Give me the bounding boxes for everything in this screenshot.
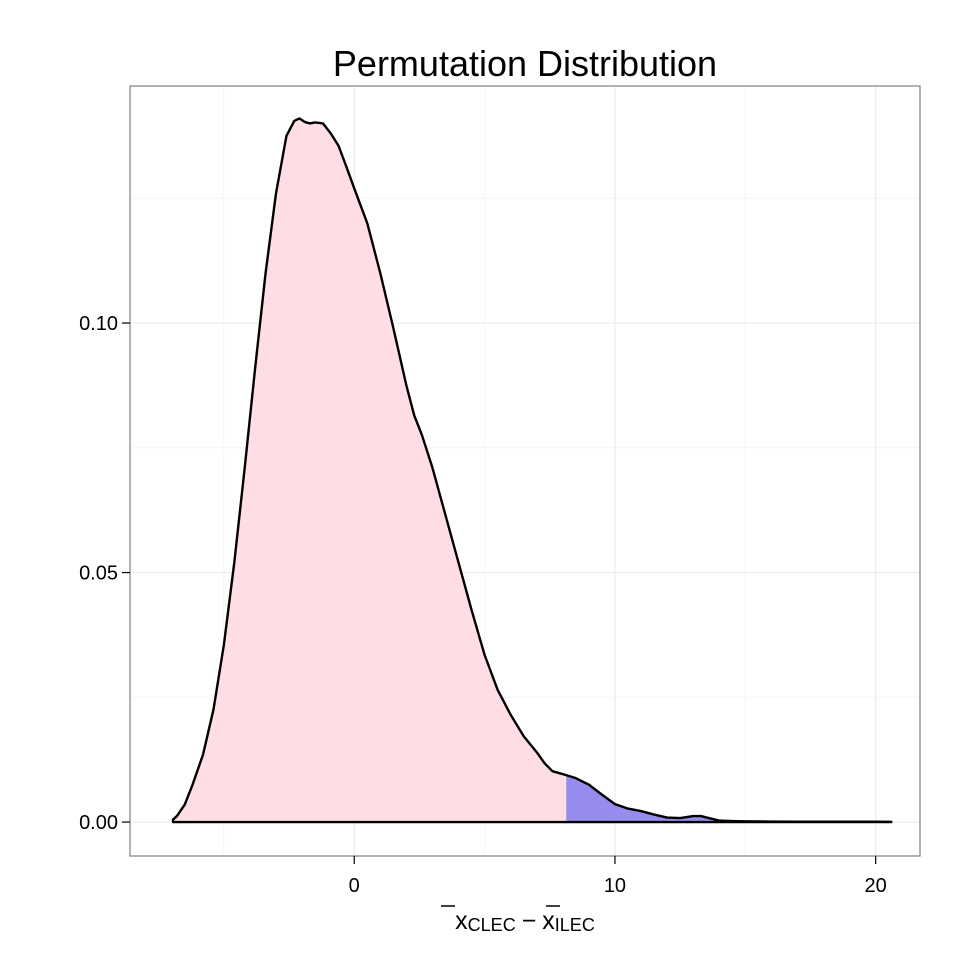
plot-panel-border — [129, 85, 921, 857]
x-axis-label-first-subscript: CLEC — [468, 915, 516, 935]
chart-title: Permutation Distribution — [333, 43, 717, 84]
x-axis-label-second-subscript: ILEC — [555, 915, 595, 935]
density-curve — [171, 117, 893, 824]
density-area-upper-tail — [566, 775, 892, 823]
y-axis: 0.00 0.05 0.10 — [79, 313, 130, 834]
x-axis-label-operator: − — [522, 907, 537, 935]
x-tick-label: 10 — [604, 875, 626, 897]
x-tick-label: 20 — [865, 875, 887, 897]
x-tick-label: 0 — [349, 875, 360, 897]
density-curve-group — [171, 117, 893, 824]
x-axis: 0 10 20 — [349, 856, 887, 897]
y-tick-label: 0.10 — [79, 313, 118, 335]
density-area-lower — [173, 118, 567, 823]
x-axis-label-second-symbol: x — [542, 907, 555, 935]
y-tick-label: 0.00 — [79, 812, 118, 834]
x-axis-label-first-symbol: x — [455, 907, 468, 935]
x-axis-label: xCLEC − xILEC — [455, 907, 595, 935]
y-tick-label: 0.05 — [79, 563, 118, 585]
density-areas — [173, 118, 892, 823]
